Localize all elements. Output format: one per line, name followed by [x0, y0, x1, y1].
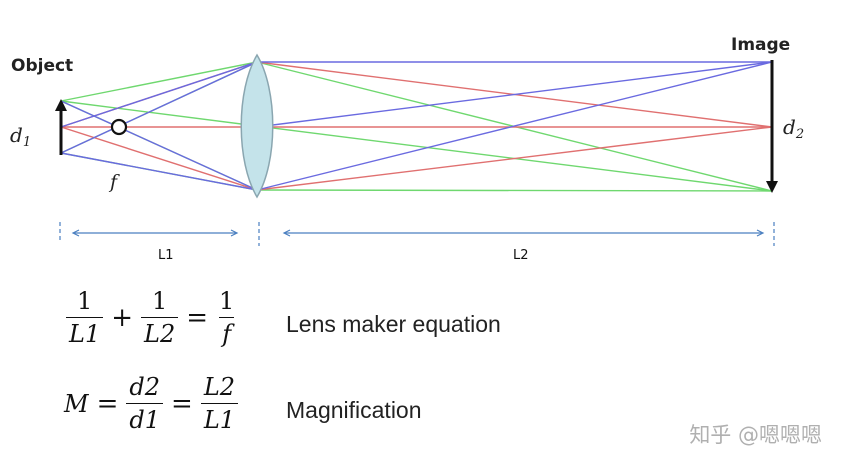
focal-length-label: f	[108, 171, 120, 193]
magnification-name: Magnification	[286, 397, 422, 423]
ray-blue	[60, 61, 258, 128]
plus-sign: +	[111, 302, 134, 333]
denominator: L1	[200, 403, 239, 435]
dimension-lines	[59, 222, 775, 246]
numerator: 1	[219, 287, 235, 315]
equals-sign: =	[96, 388, 119, 419]
denominator: L1	[66, 317, 104, 349]
magnification-symbol: M	[64, 389, 89, 418]
ray-blue	[256, 61, 773, 191]
object-arrow	[55, 99, 67, 155]
fraction: 1 f	[216, 286, 237, 349]
ray-green	[60, 100, 258, 127]
fraction: d2 d1	[126, 372, 164, 435]
lens-equation-name: Lens maker equation	[286, 311, 501, 337]
d2-label: d2	[783, 115, 804, 142]
L2-label: L2	[513, 248, 529, 263]
denominator: f	[219, 317, 235, 349]
equals-sign: =	[186, 302, 209, 333]
watermark: 知乎 @嗯嗯嗯	[689, 423, 822, 447]
equals-sign: =	[171, 388, 193, 419]
convex-lens	[240, 53, 274, 199]
image-label: Image	[731, 35, 790, 55]
dim-arrowhead	[71, 229, 80, 237]
denominator: L2	[141, 317, 179, 349]
magnification-equation: M = d2 d1 = L2 L1	[64, 372, 240, 435]
light-rays	[60, 61, 773, 192]
ray-blue	[256, 61, 773, 128]
numerator: L2	[203, 373, 236, 401]
fraction: 1 L1	[66, 286, 104, 349]
ray-green	[60, 61, 258, 102]
object-label: Object	[11, 56, 73, 76]
ray-blue	[60, 61, 258, 154]
dim-arrowhead	[230, 229, 239, 237]
numerator: 1	[76, 287, 93, 315]
denominator: d1	[126, 403, 164, 435]
image-arrow	[766, 60, 778, 193]
fraction: 1 L2	[141, 286, 179, 349]
numerator: d2	[129, 373, 161, 401]
ray-green	[256, 189, 773, 192]
dim-arrowhead	[282, 229, 291, 237]
ray-blue	[60, 152, 258, 191]
lens-equation: 1 L1 + 1 L2 = 1 f	[64, 286, 239, 349]
ray-red	[256, 126, 773, 191]
fraction: L2 L1	[200, 372, 239, 435]
ray-blue	[60, 100, 258, 191]
focal-point-marker	[110, 118, 128, 136]
L1-label: L1	[158, 248, 174, 263]
numerator: 1	[151, 287, 168, 315]
d1-label: d1	[10, 123, 31, 150]
dim-arrowhead	[756, 229, 765, 237]
